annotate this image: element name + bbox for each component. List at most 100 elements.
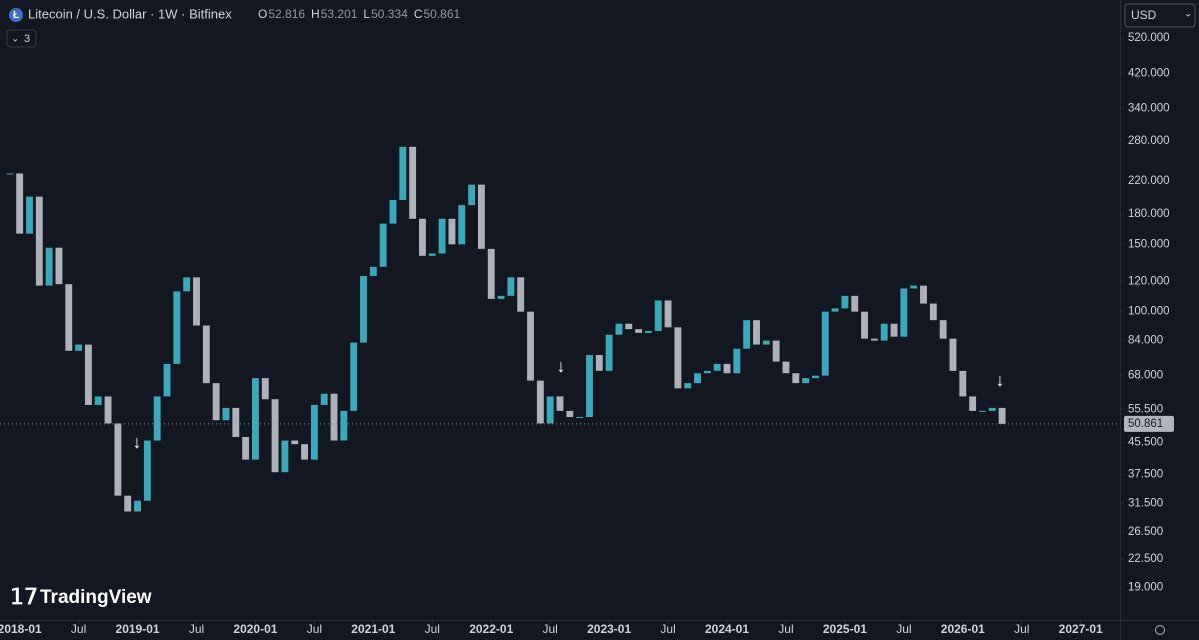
candle-body bbox=[802, 378, 810, 384]
candle-body bbox=[998, 407, 1006, 424]
down-arrow: ↓ bbox=[133, 432, 142, 452]
candle-body bbox=[438, 218, 446, 254]
candle-body bbox=[870, 338, 878, 341]
symbol-title[interactable]: Litecoin / U.S. Dollar · 1W · Bitfinex bbox=[28, 6, 232, 21]
y-tick-label: 150.000 bbox=[1128, 238, 1170, 250]
candle-body bbox=[369, 266, 377, 276]
candle-body bbox=[900, 288, 908, 337]
last-price-label: 50.861 bbox=[1128, 418, 1163, 430]
x-tick-label: 2021-01 bbox=[351, 622, 395, 636]
y-tick-label: 84.000 bbox=[1128, 335, 1163, 347]
candle-body bbox=[595, 355, 603, 371]
candle-body bbox=[949, 338, 957, 371]
candle-body bbox=[448, 218, 456, 245]
candle-body bbox=[35, 196, 43, 286]
candle-body bbox=[979, 410, 986, 412]
candle-body bbox=[252, 378, 259, 460]
x-tick-label: Jul bbox=[189, 622, 204, 636]
candle-body bbox=[232, 407, 240, 437]
candle-body bbox=[792, 373, 800, 384]
currency-label: USD bbox=[1131, 8, 1157, 22]
x-tick-label: Jul bbox=[543, 622, 558, 636]
candle-body bbox=[487, 248, 495, 299]
ohlc-value: 50.861 bbox=[423, 7, 460, 21]
candle-body bbox=[517, 277, 525, 312]
candle-body bbox=[733, 348, 741, 374]
candle-body bbox=[291, 440, 299, 445]
candle-body bbox=[183, 277, 191, 292]
settings-button[interactable] bbox=[1155, 625, 1165, 635]
indicators-toggle[interactable] bbox=[6, 29, 37, 48]
ohlc-value: 52.816 bbox=[268, 7, 305, 21]
candle-body bbox=[694, 373, 701, 384]
last-price-badge bbox=[1124, 415, 1174, 432]
candle-body bbox=[350, 342, 358, 411]
watermark-logo: 𝟣𝟩 bbox=[10, 584, 38, 609]
candle-body bbox=[94, 396, 102, 405]
candle-body bbox=[389, 199, 397, 224]
x-tick-label: Jul bbox=[71, 622, 86, 636]
candle-body bbox=[605, 334, 613, 371]
candle-body bbox=[753, 320, 760, 345]
candle-body bbox=[271, 399, 279, 473]
down-arrow: ↓ bbox=[557, 356, 566, 376]
candle-body bbox=[143, 440, 151, 501]
dropdown-chevron: ⌄ bbox=[1184, 9, 1192, 20]
y-tick-label: 45.500 bbox=[1128, 436, 1163, 448]
candle-body bbox=[615, 323, 623, 335]
candle-body bbox=[546, 396, 554, 424]
candle-body bbox=[713, 363, 721, 371]
candle-body bbox=[910, 285, 918, 289]
candle-body bbox=[536, 380, 544, 424]
y-tick-label: 520.000 bbox=[1128, 32, 1170, 44]
candle-body bbox=[320, 393, 328, 405]
y-tick-label: 280.000 bbox=[1128, 135, 1170, 147]
candle-body bbox=[134, 500, 141, 512]
y-tick-label: 100.000 bbox=[1128, 306, 1170, 318]
candle-body bbox=[851, 295, 859, 312]
candle-body bbox=[821, 311, 829, 376]
candle-body bbox=[664, 300, 672, 328]
candle-body bbox=[84, 344, 92, 405]
currency-select[interactable] bbox=[1124, 3, 1196, 28]
plot bbox=[0, 146, 1120, 512]
candle-body bbox=[762, 340, 770, 345]
y-tick-label: 340.000 bbox=[1128, 103, 1170, 115]
y-tick-label: 22.500 bbox=[1128, 553, 1163, 565]
y-tick-label: 37.500 bbox=[1128, 468, 1163, 480]
candle-body bbox=[772, 340, 780, 362]
candle-body bbox=[301, 444, 308, 460]
candle-body bbox=[782, 361, 790, 374]
candle-body bbox=[812, 375, 819, 379]
candle-body bbox=[703, 370, 711, 374]
candle-body bbox=[684, 383, 692, 389]
candle-body bbox=[202, 325, 210, 384]
x-tick-label: Jul bbox=[425, 622, 440, 636]
candle-body bbox=[124, 495, 132, 512]
candle-body bbox=[261, 378, 269, 400]
ohlc-values: O 52.816 H 53.201 L 50.334 C 50.861 bbox=[258, 7, 461, 21]
candle-body bbox=[330, 393, 338, 441]
candle-body bbox=[674, 327, 682, 389]
ohlc-key: C bbox=[414, 7, 423, 21]
ohlc-key: L bbox=[363, 7, 370, 21]
indicators-count: 3 bbox=[24, 33, 30, 45]
candle-body bbox=[45, 247, 53, 286]
candle-body bbox=[654, 300, 662, 332]
x-tick-label: Jul bbox=[896, 622, 911, 636]
candle-body bbox=[26, 196, 33, 234]
ohlc-key: O bbox=[258, 7, 267, 21]
x-tick-label: 2025-01 bbox=[823, 622, 867, 636]
candle-body bbox=[920, 285, 927, 304]
candle-body bbox=[409, 146, 417, 219]
chevron: ⌄ bbox=[11, 34, 19, 45]
candle-body bbox=[75, 344, 83, 351]
candle-body bbox=[212, 383, 220, 421]
x-tick-label: Jul bbox=[660, 622, 675, 636]
x-tick-label: 2022-01 bbox=[469, 622, 513, 636]
candle-body bbox=[497, 295, 505, 299]
y-tick-label: 220.000 bbox=[1128, 175, 1170, 187]
candle-body bbox=[55, 247, 63, 285]
candle-body bbox=[841, 295, 849, 309]
